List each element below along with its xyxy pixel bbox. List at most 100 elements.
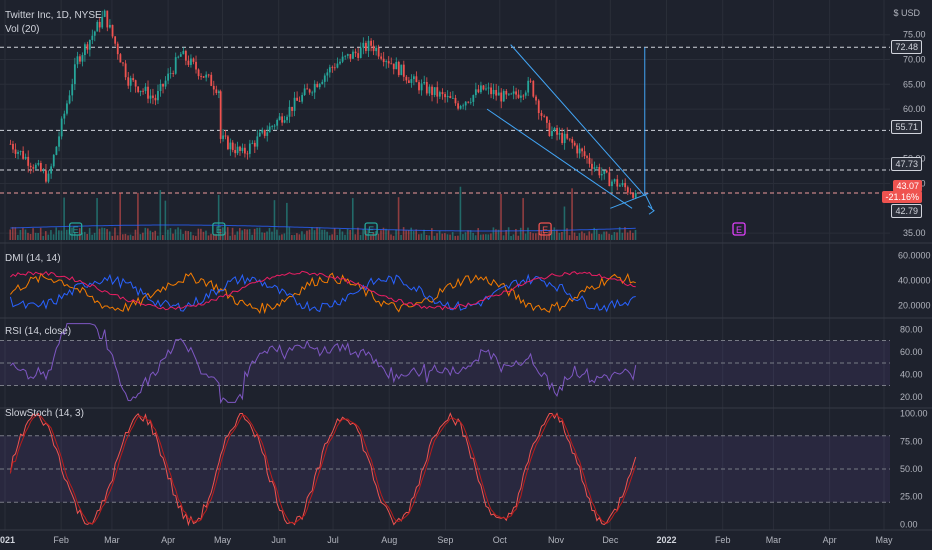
earnings-marker-label: E (73, 225, 79, 235)
candle-body (611, 181, 613, 187)
candle-body (517, 94, 520, 98)
volume-bar (42, 235, 45, 240)
volume-bar (382, 227, 385, 240)
candle-body (101, 16, 104, 28)
candle-body (377, 47, 380, 57)
candle-body (464, 101, 467, 106)
volume-bar (268, 227, 271, 240)
candle-body (239, 146, 241, 151)
candle-body (142, 90, 144, 92)
volume-bar (34, 232, 37, 240)
candle-body (47, 173, 50, 182)
volume-bar (286, 202, 288, 240)
volume-bar (474, 235, 477, 240)
rsi-title: RSI (14, close) (5, 326, 72, 337)
rsi-axis-tick: 60.00 (900, 347, 923, 357)
volume-bar (563, 206, 566, 240)
candle-body (98, 21, 101, 28)
candle-body (392, 63, 395, 70)
volume-bar (603, 231, 605, 240)
candle-body (263, 129, 266, 136)
candle-body (81, 55, 84, 62)
candle-body (157, 91, 159, 101)
volume-bar (246, 229, 248, 240)
volume-bar (561, 232, 563, 240)
stoch-axis-tick: 75.00 (900, 436, 923, 446)
volume-bar (482, 234, 485, 240)
candle-body (339, 61, 341, 64)
volume-bar (195, 235, 197, 240)
candle-body (109, 24, 111, 28)
candle-body (42, 170, 45, 172)
candle-body (229, 142, 232, 150)
candle-body (276, 119, 279, 126)
volume-bar (63, 197, 65, 240)
volume-bar (512, 234, 515, 240)
candle-body (114, 36, 117, 44)
candle-body (52, 154, 55, 167)
volume-bar (263, 232, 266, 240)
candle-body (174, 57, 177, 74)
candle-body (22, 151, 25, 159)
candle-body (420, 83, 423, 91)
volume-bar (610, 234, 613, 240)
candle-body (415, 76, 418, 83)
volume-bar (578, 233, 581, 240)
candle-body (66, 103, 68, 114)
candle-body (598, 167, 601, 176)
rsi-axis-tick: 80.00 (900, 324, 923, 334)
candle-body (616, 179, 619, 187)
candle-body (227, 136, 229, 150)
candle-body (50, 166, 53, 174)
volume-bar (449, 234, 451, 240)
candle-body (571, 139, 574, 143)
volume-bar (103, 227, 106, 240)
volume-label: Vol (20) (5, 24, 40, 35)
candle-body (86, 44, 89, 50)
volume-bar (187, 231, 190, 240)
candle-body (407, 80, 410, 83)
volume-bar (167, 229, 169, 240)
candle-body (12, 143, 14, 150)
candle-body (524, 92, 527, 96)
candle-body (190, 58, 192, 65)
volume-bar (402, 227, 405, 240)
candle-body (629, 192, 632, 194)
volume-bar (608, 233, 610, 240)
volume-bar (420, 233, 423, 240)
volume-bar (174, 229, 177, 240)
candle-body (390, 63, 393, 65)
volume-bar (558, 232, 561, 240)
candle-body (132, 78, 135, 81)
chart-title: Twitter Inc, 1D, NYSE (5, 10, 102, 21)
candle-body (495, 89, 498, 96)
candle-body (333, 67, 336, 69)
candle-body (106, 10, 109, 28)
candle-body (600, 173, 603, 176)
time-axis-label: May (875, 535, 893, 545)
volume-bar (321, 229, 323, 240)
price-tag-42-79: 42.79 (891, 204, 922, 218)
candle-body (328, 67, 331, 73)
time-axis-label: Mar (766, 535, 782, 545)
candle-body (482, 85, 485, 90)
volume-bar (527, 227, 529, 240)
candle-body (510, 93, 513, 95)
volume-bar (162, 235, 164, 240)
candle-body (147, 86, 149, 99)
volume-bar (248, 229, 251, 240)
candle-body (149, 95, 152, 99)
candle-body (37, 163, 40, 165)
dmi-axis-tick: 60.0000 (898, 251, 931, 261)
candle-body (164, 80, 167, 87)
volume-bar (108, 231, 111, 240)
volume-bar (529, 231, 532, 240)
candle-body (210, 74, 213, 86)
lower-trend-line (486, 108, 633, 209)
dmi-minus-line (10, 272, 636, 315)
stoch-k-line (9, 412, 637, 527)
volume-bar (147, 228, 149, 240)
candle-body (446, 95, 449, 98)
candle-body (573, 142, 576, 146)
